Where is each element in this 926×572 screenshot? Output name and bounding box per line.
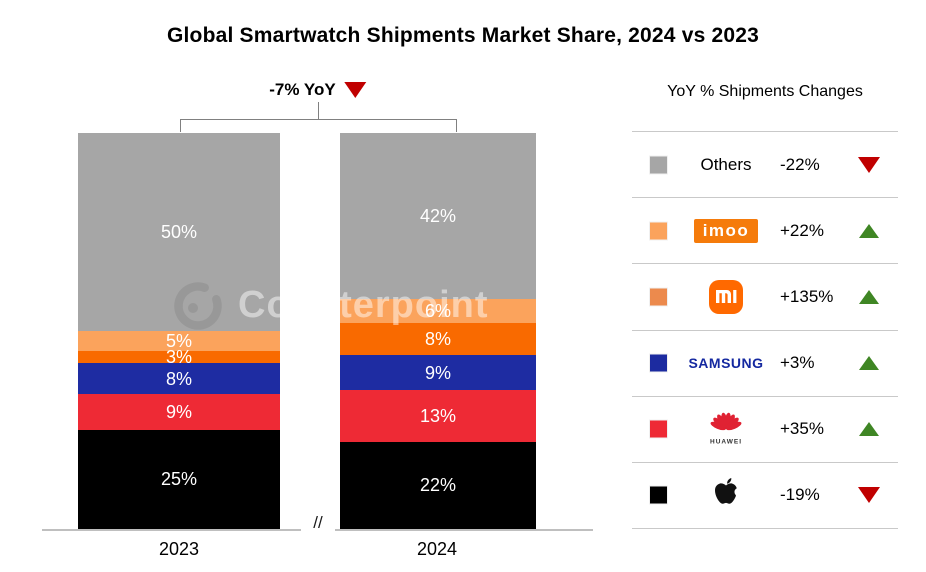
bar-segment-value: 13% — [419, 406, 457, 427]
stacked-bar-2023: 50% 5% 3% 8% 9% 25% — [78, 133, 280, 529]
legend-change-value: +35% — [780, 419, 824, 439]
page-title: Global Smartwatch Shipments Market Share… — [166, 24, 760, 47]
bar-segment-value: 50% — [160, 222, 198, 242]
legend-trend-cell — [856, 223, 882, 238]
bar-segment-value: 8% — [165, 368, 192, 389]
bar-segment-2024-xiaomi: 8% — [340, 323, 536, 355]
down-triangle-icon — [344, 82, 367, 98]
up-triangle-icon — [859, 223, 879, 238]
legend-change-value: +3% — [780, 353, 815, 373]
bar-segment-value: 42% — [419, 206, 457, 227]
legend-brand-cell — [670, 279, 782, 314]
legend-trend-cell — [856, 422, 882, 437]
bracket-stem — [318, 102, 319, 119]
legend-row-apple: -19% — [632, 461, 898, 528]
down-triangle-icon — [858, 487, 880, 504]
legend-swatch — [650, 486, 667, 504]
legend-header: YoY % Shipments Changes — [667, 83, 863, 100]
axis-break-symbol: // — [313, 513, 323, 532]
bar-segment-2023-imoo: 5% — [78, 331, 280, 351]
huawei-logo: HUAWEI — [710, 413, 742, 447]
imoo-logo: imoo — [693, 218, 759, 243]
huawei-flower-icon — [710, 413, 742, 431]
bar-segment-value: 22% — [419, 475, 457, 496]
legend-row-xiaomi: +135% — [632, 263, 898, 329]
legend-brand-cell — [670, 476, 782, 515]
legend-swatch — [650, 354, 667, 372]
bar-segment-value: 6% — [424, 301, 451, 322]
bracket-bar — [180, 119, 457, 120]
bar-segment-value: 25% — [160, 469, 198, 490]
legend-panel: Others -22% imoo +22% +135% SAMSUNG +3% HUAWEI +… — [632, 131, 898, 529]
samsung-logo: SAMSUNG — [688, 355, 764, 372]
apple-icon — [715, 478, 744, 505]
legend-change-value: +22% — [780, 220, 824, 240]
down-triangle-icon — [858, 156, 880, 173]
mi-glyph — [715, 290, 736, 304]
legend-swatch — [650, 156, 667, 174]
up-triangle-icon — [859, 422, 879, 437]
bar-segment-2024-apple: 22% — [340, 441, 536, 529]
legend-swatch — [650, 222, 667, 240]
legend-brand-cell: imoo — [670, 218, 782, 243]
legend-trend-cell — [856, 156, 882, 173]
legend-row-others: Others -22% — [632, 132, 898, 197]
bar-segment-2023-samsung: 8% — [78, 362, 280, 395]
huawei-wordmark: HUAWEI — [710, 438, 742, 446]
bar-segment-value: 3% — [165, 346, 192, 367]
x-axis-label-2024: 2024 — [416, 539, 458, 559]
total-yoy-indicator: -7% YoY — [269, 80, 367, 100]
bar-segment-value: 9% — [165, 402, 192, 423]
legend-change-value: -22% — [780, 154, 820, 174]
total-yoy-label: -7% YoY — [269, 80, 336, 99]
legend-row-imoo: imoo +22% — [632, 197, 898, 263]
legend-row-samsung: SAMSUNG +3% — [632, 329, 898, 396]
bar-segment-value: 9% — [424, 362, 451, 383]
bar-segment-2024-huawei: 13% — [340, 390, 536, 442]
legend-row-huawei: HUAWEI +35% — [632, 395, 898, 462]
legend-change-value: +135% — [780, 286, 834, 306]
bar-segment-2023-others: 50% — [78, 133, 280, 331]
bracket-left-leg — [180, 119, 181, 132]
mi-logo — [709, 279, 743, 314]
apple-logo-icon — [711, 476, 744, 515]
x-axis-label-2023: 2023 — [158, 539, 200, 559]
bar-segment-value: 8% — [424, 328, 451, 349]
legend-swatch — [650, 420, 667, 438]
legend-change-value: -19% — [780, 485, 820, 505]
stacked-bar-2024: 42% 6% 8% 9% 13% 22% — [340, 133, 536, 529]
bar-segment-2024-imoo: 6% — [340, 299, 536, 324]
bar-segment-2024-samsung: 9% — [340, 354, 536, 391]
legend-brand-cell: HUAWEI — [670, 413, 782, 447]
legend-trend-cell — [856, 356, 882, 371]
legend-trend-cell — [856, 487, 882, 504]
up-triangle-icon — [859, 289, 879, 304]
legend-brand-cell: SAMSUNG — [670, 355, 782, 371]
legend-brand-cell: Others — [670, 155, 782, 175]
bar-segment-2024-others: 42% — [340, 133, 536, 300]
x-axis-left-segment — [42, 529, 301, 531]
legend-brand-label: Others — [700, 154, 752, 174]
legend-trend-cell — [856, 289, 882, 304]
x-axis-right-segment — [335, 529, 593, 531]
bar-segment-value: 5% — [165, 330, 192, 351]
legend-swatch — [650, 288, 667, 306]
bar-segment-2023-apple: 25% — [78, 429, 280, 529]
bracket-right-leg — [456, 119, 457, 132]
bar-segment-2023-xiaomi: 3% — [78, 346, 280, 367]
up-triangle-icon — [859, 356, 879, 371]
bar-segment-2023-huawei: 9% — [78, 394, 280, 430]
